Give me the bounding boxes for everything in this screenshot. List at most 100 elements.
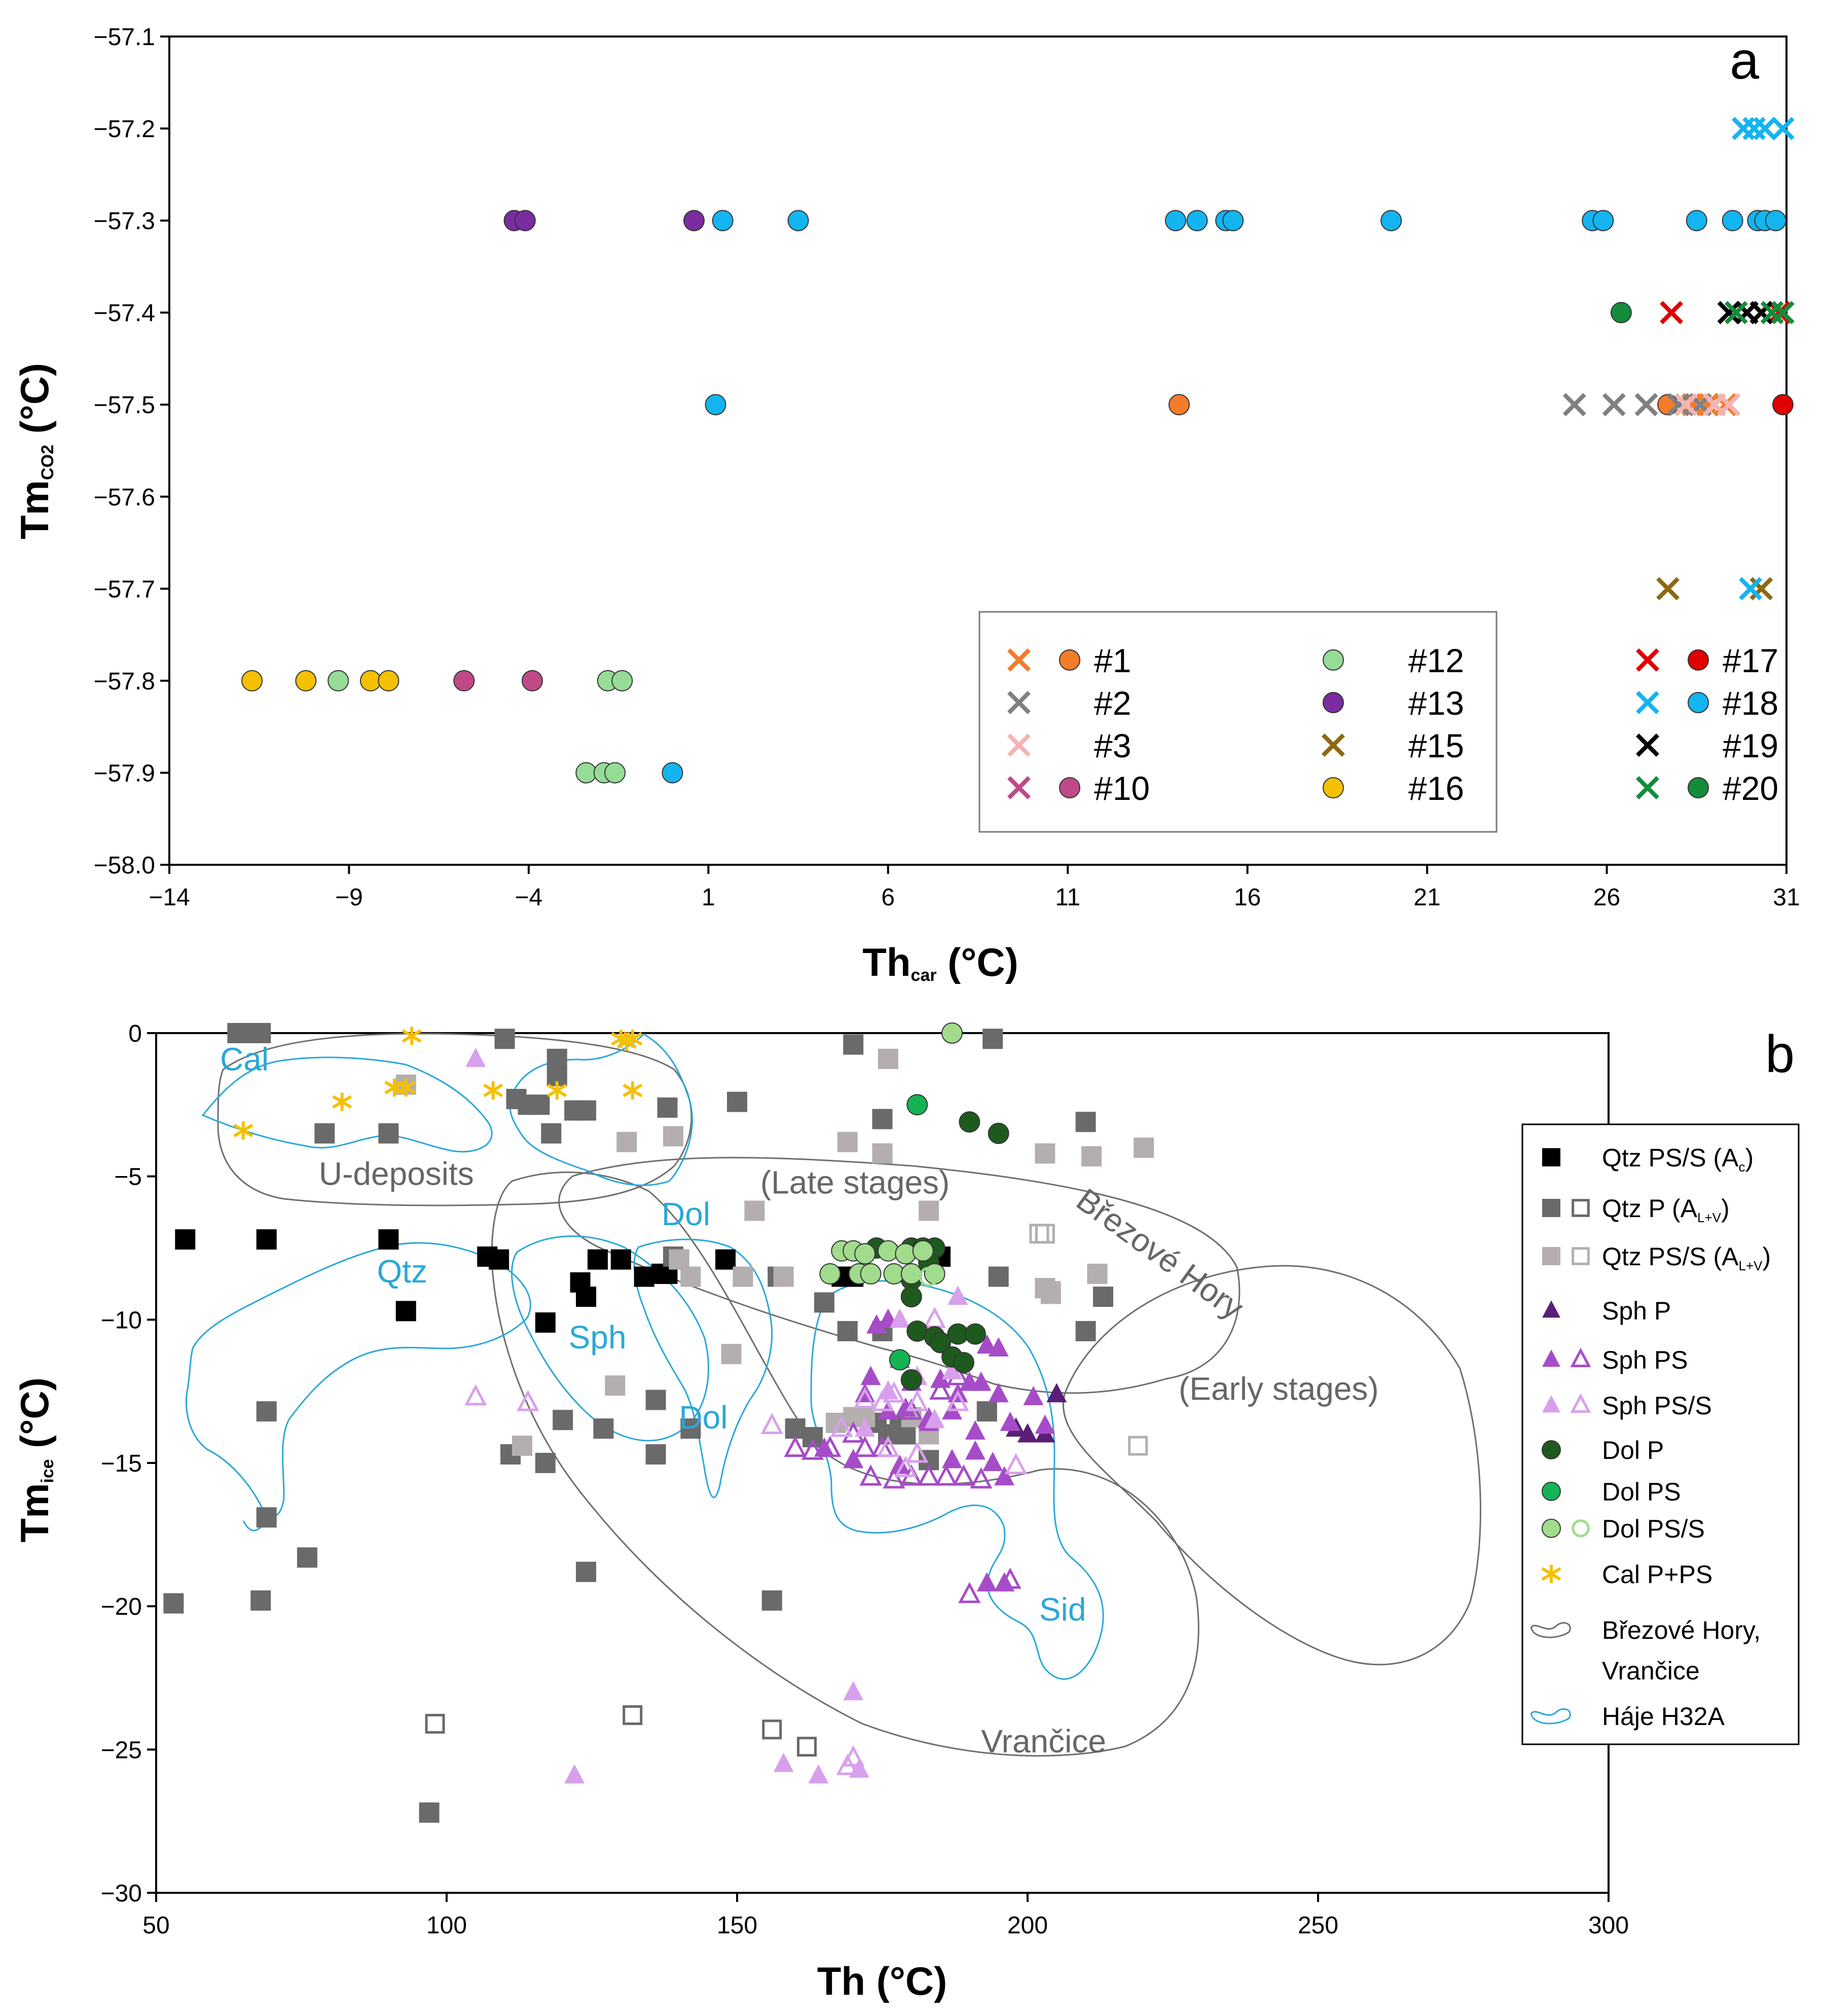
panel-a-legend-marker xyxy=(1322,734,1345,757)
panel-b-point xyxy=(175,1229,196,1250)
panel-b-point xyxy=(895,1397,916,1417)
panel-b-point xyxy=(1035,1224,1055,1244)
panel-a-y-tick-label: −57.1 xyxy=(94,24,155,51)
panel-b-x-ticks: 50 100 150 200 250 300 xyxy=(142,1893,1629,1939)
panel-b-point xyxy=(744,1200,765,1221)
panel-b-point xyxy=(819,1436,842,1457)
panel-b-point xyxy=(814,1292,834,1313)
panel-b-y-tick-label: −5 xyxy=(114,1164,142,1191)
panel-b-point xyxy=(900,1369,922,1391)
panel-a-point xyxy=(1657,394,1679,416)
panel-b-legend-marker xyxy=(1542,1440,1561,1459)
panel-b-point xyxy=(616,1131,637,1152)
panel-b-point xyxy=(947,1286,968,1305)
panel-a-point xyxy=(683,210,705,232)
panel-b-point xyxy=(773,1752,794,1772)
panel-a-point xyxy=(521,670,543,691)
panel-b-legend-label: Qtz PS/S (Ac) xyxy=(1602,1144,1754,1175)
panel-a-legend-marker xyxy=(1688,649,1709,671)
panel-a-y-tick-label: −57.8 xyxy=(94,668,155,695)
panel-a-point xyxy=(1749,577,1773,601)
panel-a-point xyxy=(1592,210,1614,232)
panel-a-point xyxy=(1765,210,1786,232)
panel-a-point xyxy=(1674,393,1698,417)
panel-b-y-tick-label: −30 xyxy=(101,1880,142,1907)
panel-b-point xyxy=(906,1441,929,1463)
panel-a-y-tick-label: −57.7 xyxy=(94,576,155,603)
panel-b-y-ticks: −30 −25 −20 −15 −10 −5 0 xyxy=(101,1020,156,1907)
panel-b-point xyxy=(843,1449,864,1469)
panel-b-legend-marker xyxy=(1542,1247,1560,1265)
panel-b-point xyxy=(784,1436,807,1457)
panel-b-point xyxy=(819,1263,841,1285)
panel-a-point xyxy=(453,670,475,691)
panel-a-point xyxy=(1771,301,1795,324)
panel-b-legend-marker xyxy=(1541,1565,1561,1583)
panel-b-point xyxy=(576,1100,597,1121)
panel-a-point xyxy=(1731,117,1755,140)
panel-b-point xyxy=(1017,1423,1038,1443)
panel-b-point xyxy=(517,1389,539,1411)
panel-b-x-tick-label: 150 xyxy=(717,1912,757,1939)
panel-a-y-ticks: −58.0 −57.9 −57.8 −57.7 −57.6 −57.5 −57.4 −57.3… xyxy=(94,24,169,879)
panel-a-legend-label: #3 xyxy=(1094,727,1131,764)
panel-b-legend-marker xyxy=(1542,1349,1560,1367)
panel-b-legend-marker xyxy=(1542,1395,1560,1413)
panel-b-point xyxy=(610,1249,631,1270)
panel-b-point xyxy=(593,1418,614,1439)
panel-b-legend-label: Cal P+PS xyxy=(1602,1560,1712,1589)
panel-a-x-tick-label: 1 xyxy=(702,884,715,911)
panel-a-legend-marker xyxy=(1636,776,1659,799)
panel-a-point xyxy=(662,762,683,784)
panel-b-point xyxy=(634,1266,654,1287)
panel-b-legend-label: Háje H32A xyxy=(1602,1702,1725,1731)
panel-b-point xyxy=(994,1466,1015,1486)
panel-a-point xyxy=(1771,117,1795,140)
panel-b-point xyxy=(623,1705,643,1725)
panel-b-point xyxy=(942,1360,963,1380)
panel-b-point xyxy=(250,1023,271,1043)
panel-a-legend-marker xyxy=(1323,777,1344,798)
panel-b-point xyxy=(669,1249,689,1270)
panel-b-point xyxy=(959,1111,980,1133)
panel-b-point xyxy=(645,1444,666,1465)
panel-a-point xyxy=(1717,301,1741,324)
outline-haje-sid xyxy=(810,1280,1104,1680)
panel-b-point xyxy=(1134,1138,1154,1158)
panel-a-legend-marker xyxy=(1688,692,1709,713)
panel-a-point xyxy=(1722,210,1743,232)
panel-b-point xyxy=(1029,1224,1049,1244)
panel-b-point xyxy=(853,1436,877,1457)
panel-b-point xyxy=(889,1308,910,1328)
panel-b-point xyxy=(900,1286,922,1308)
panel-a-x-tick-label: 11 xyxy=(1055,884,1080,911)
panel-a-point xyxy=(1742,117,1766,140)
panel-b-point xyxy=(919,1267,939,1287)
panel-b-point xyxy=(988,1266,1009,1287)
panel-b-point xyxy=(894,1455,917,1477)
panel-b-point xyxy=(395,1301,416,1322)
panel-a-point xyxy=(1749,301,1773,324)
panel-a-x-tick-label: 6 xyxy=(881,884,895,911)
panel-a-legend-label: #10 xyxy=(1094,769,1150,807)
panel-b-point xyxy=(854,1243,876,1265)
panel-a-point xyxy=(611,670,633,691)
panel-a-legend-marker xyxy=(1688,777,1709,798)
panel-a-y-tick-label: −57.4 xyxy=(94,300,155,327)
panel-b-point xyxy=(535,1453,556,1473)
panel-b-point xyxy=(535,1312,556,1333)
panel-b-point xyxy=(971,1371,992,1391)
panel-b-point xyxy=(727,1091,747,1112)
panel-b-y-title: Tmice (°C) xyxy=(12,1377,57,1542)
panel-b-point xyxy=(965,1440,986,1460)
panel-b-point xyxy=(906,1094,928,1116)
panel-b-point xyxy=(895,1243,917,1265)
panel-a-legend-label: #13 xyxy=(1408,684,1464,722)
panel-b-legend-marker xyxy=(1542,1199,1560,1217)
panel-b-point xyxy=(930,1332,952,1353)
panel-a-y-tick-label: −57.6 xyxy=(94,484,155,511)
panel-b-point xyxy=(425,1713,445,1734)
panel-b-legend-label: Sph PS/S xyxy=(1602,1391,1712,1420)
panel-b-point xyxy=(855,1417,875,1437)
panel-b-point xyxy=(976,1401,997,1422)
